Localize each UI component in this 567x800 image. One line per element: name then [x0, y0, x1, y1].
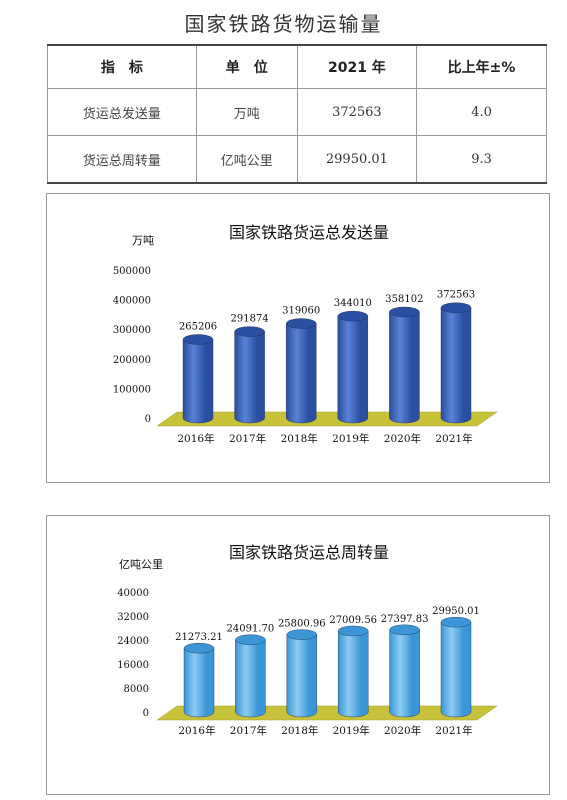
bar	[337, 315, 368, 424]
bar-top	[338, 625, 369, 637]
table-header: 2021 年	[296, 44, 418, 89]
data-label: 21273.21	[175, 632, 223, 643]
table-header: 比上年±%	[416, 44, 547, 89]
table-cell: 9.3	[416, 135, 547, 184]
y-tick-label: 8000	[124, 684, 149, 695]
bar-top	[235, 634, 266, 645]
bar-top	[440, 302, 472, 313]
table-header: 单 位	[195, 44, 298, 89]
x-tick-label: 2021年	[435, 432, 472, 445]
x-tick-label: 2019年	[333, 724, 370, 737]
table-header-row: 指 标 单 位 2021 年 比上年±%	[47, 44, 547, 89]
table-cell: 4.0	[416, 88, 547, 136]
table-header: 指 标	[47, 44, 197, 89]
bar	[389, 629, 420, 718]
data-label: 29950.01	[432, 606, 480, 617]
y-tick-label: 0	[143, 708, 149, 719]
bar	[286, 323, 317, 424]
data-label: 24091.70	[227, 624, 275, 635]
y-tick-label: 0	[145, 414, 151, 425]
x-tick-label: 2019年	[332, 432, 369, 445]
bar-top	[389, 624, 420, 636]
page-title: 国家铁路货物运输量	[184, 12, 383, 36]
data-label: 27009.56	[329, 615, 377, 626]
y-tick-label: 300000	[113, 325, 151, 336]
table-cell: 亿吨公里	[195, 135, 298, 184]
table-row: 货运总周转量 亿吨公里 29950.01 9.3	[47, 135, 547, 184]
bar-top	[337, 310, 368, 322]
chart-title: 国家铁路货运总周转量	[229, 543, 389, 562]
x-tick-label: 2018年	[281, 432, 318, 445]
table-cell: 万吨	[195, 88, 298, 136]
y-axis-unit-label: 万吨	[132, 234, 154, 247]
chart-title: 国家铁路货运总发送量	[229, 223, 389, 242]
x-tick-label: 2016年	[178, 724, 215, 737]
data-label: 358102	[385, 294, 423, 305]
bar-top	[440, 616, 472, 628]
bar-top	[285, 318, 317, 329]
y-tick-label: 40000	[117, 588, 149, 599]
data-label: 291874	[231, 314, 269, 325]
y-tick-label: 24000	[117, 636, 149, 647]
bar	[389, 311, 420, 424]
bar-top	[234, 326, 265, 337]
chart-panel-shipment: 国家铁路货运总发送量万吨 0 100000 200000 300000 400000 500…	[46, 193, 550, 483]
data-label: 265206	[179, 321, 217, 332]
y-axis-unit-label: 亿吨公里	[119, 558, 163, 571]
x-tick-label: 2020年	[384, 432, 421, 445]
data-label: 319060	[282, 306, 320, 317]
x-tick-label: 2016年	[177, 432, 214, 445]
y-tick-label: 16000	[117, 660, 149, 671]
data-label: 344010	[334, 298, 372, 309]
bar	[182, 339, 214, 424]
bar	[440, 621, 472, 718]
bar-top	[183, 642, 215, 654]
y-tick-label: 500000	[113, 266, 151, 277]
data-label: 372563	[437, 290, 475, 301]
bar-top	[286, 629, 318, 640]
stats-table: 指 标 单 位 2021 年 比上年±% 货运总发送量 万吨 372563 4.…	[47, 44, 547, 184]
data-label: 25800.96	[278, 619, 326, 630]
bar-top	[389, 306, 420, 318]
table-cell: 货运总发送量	[47, 88, 197, 136]
table-cell: 372563	[296, 88, 418, 136]
y-tick-label: 200000	[113, 355, 151, 366]
bar	[183, 647, 215, 718]
y-tick-label: 400000	[113, 296, 151, 307]
chart-panel-turnover: 国家铁路货运总周转量亿吨公里 0 8000 16000 24000 32000 40000 2…	[46, 515, 550, 795]
x-tick-label: 2017年	[230, 724, 267, 737]
y-tick-label: 32000	[117, 612, 149, 623]
bar	[286, 634, 317, 718]
bar	[234, 331, 265, 424]
x-tick-label: 2017年	[229, 432, 266, 445]
x-tick-label: 2021年	[435, 724, 472, 737]
bar	[440, 307, 472, 424]
x-tick-label: 2018年	[281, 724, 318, 737]
x-tick-label: 2020年	[384, 724, 421, 737]
data-label: 27397.83	[381, 614, 429, 625]
table-cell: 29950.01	[296, 135, 418, 184]
bar	[235, 639, 266, 718]
table-cell: 货运总周转量	[47, 135, 197, 184]
table-row: 货运总发送量 万吨 372563 4.0	[47, 88, 547, 136]
bar	[338, 630, 369, 718]
bar-top	[182, 334, 214, 345]
y-tick-label: 100000	[113, 384, 151, 395]
